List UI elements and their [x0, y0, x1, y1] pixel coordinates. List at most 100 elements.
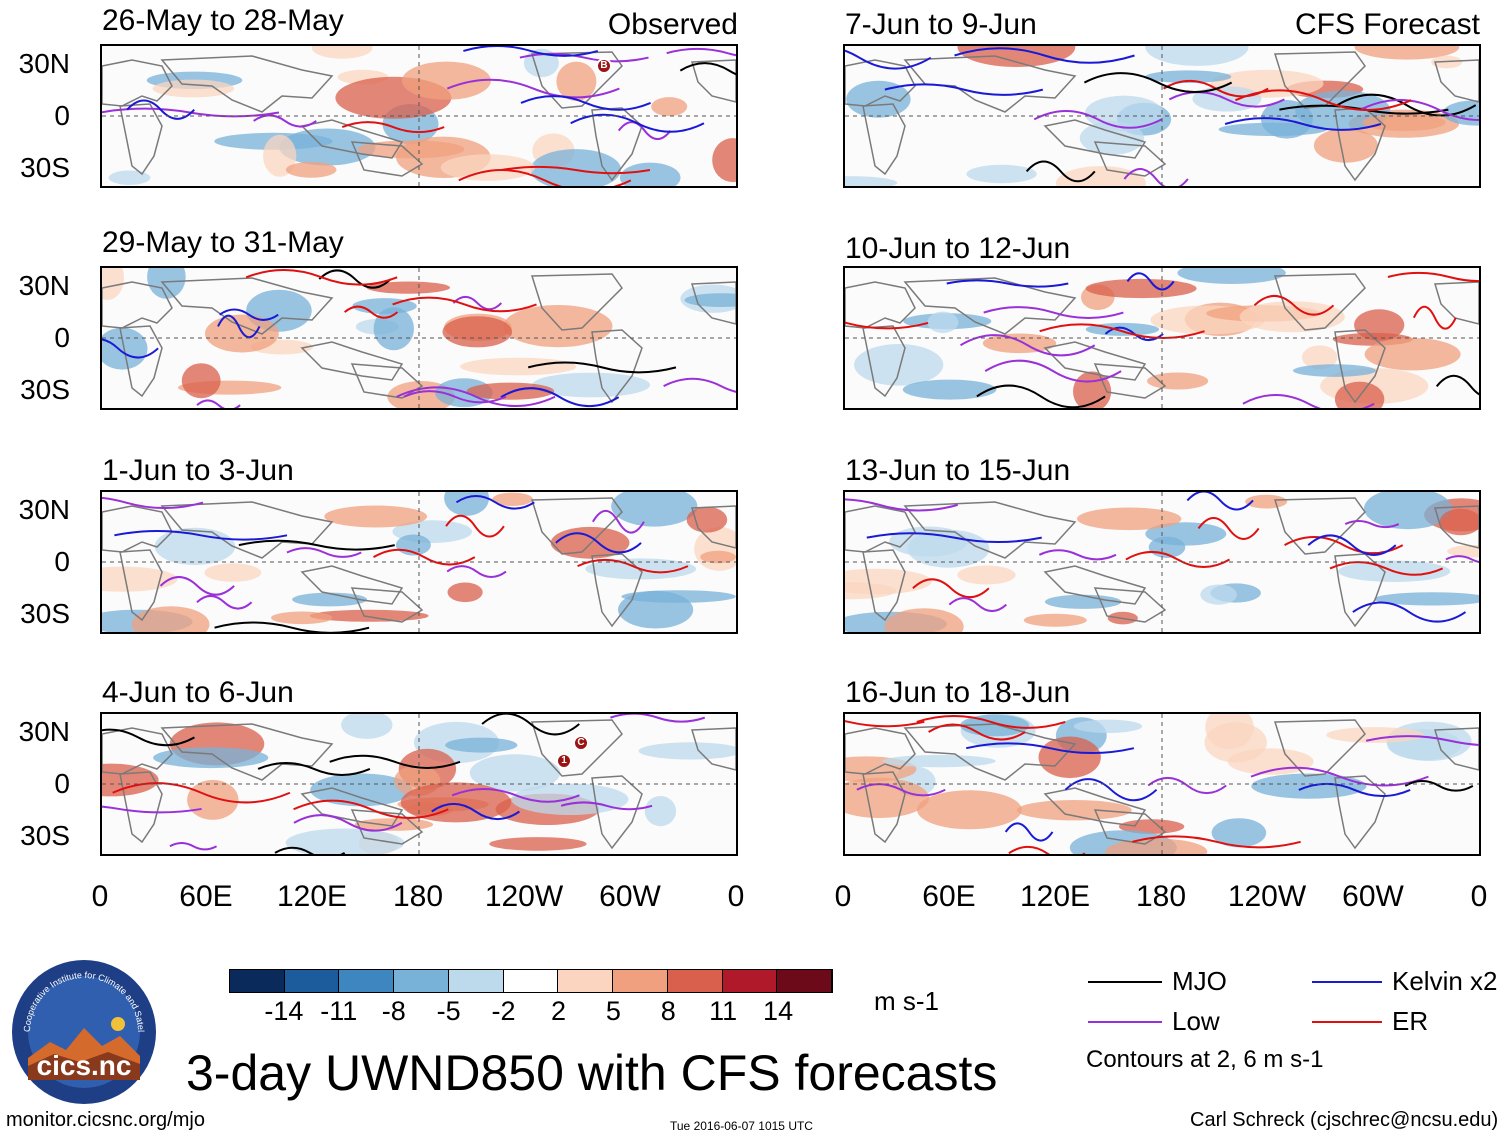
anomaly-shading	[927, 311, 959, 333]
anomaly-shading	[1364, 338, 1461, 371]
wave-contour	[169, 842, 218, 851]
coastline	[1334, 329, 1386, 404]
coastline	[1434, 281, 1479, 325]
wave-contour	[481, 714, 580, 736]
wave-contour	[102, 496, 204, 509]
wave-contour	[856, 783, 946, 797]
coastline	[1043, 341, 1147, 381]
anomaly-shading	[1439, 508, 1479, 536]
coastline	[530, 273, 623, 331]
anomaly-shading	[444, 492, 490, 516]
anomaly-shading	[492, 492, 533, 506]
anomaly-shading	[204, 563, 262, 582]
storm-marker-1: 1	[556, 753, 572, 769]
coastline	[102, 505, 173, 553]
anomaly-shading	[1447, 545, 1479, 558]
wave-contour	[1125, 550, 1231, 569]
wave-contour	[446, 565, 507, 578]
wave-contour	[866, 532, 1042, 544]
wave-contour	[577, 558, 689, 574]
lon-label-120w-forecast: 120W	[1227, 880, 1307, 913]
coastline	[845, 59, 916, 107]
panel-title-obs-2: 29-May to 31-May	[102, 226, 344, 259]
panel-title-obs-3: 1-Jun to 3-Jun	[102, 454, 294, 487]
lon-label-0-forecast: 0	[834, 880, 852, 913]
lat-label-0-row4: 0	[54, 768, 70, 799]
wave-contour	[1168, 91, 1285, 108]
coastline	[1093, 141, 1167, 177]
coastline	[862, 771, 906, 844]
wave-contour	[102, 338, 159, 359]
anomaly-shading	[108, 170, 151, 185]
anomaly-shading	[310, 773, 413, 807]
anomaly-shading	[147, 268, 186, 299]
wave-contour	[274, 846, 346, 854]
anomaly-shading	[917, 790, 1022, 830]
panel-title-fc-3: 13-Jun to 15-Jun	[845, 454, 1071, 487]
wave-contour	[392, 296, 537, 313]
footer-website[interactable]: monitor.cicsnc.org/mjo	[6, 1109, 205, 1131]
coastline	[845, 505, 916, 553]
wave-contour	[341, 121, 445, 134]
colorbar-tick-label: 8	[660, 996, 676, 1026]
coastline	[350, 363, 424, 399]
anomaly-shading	[1200, 584, 1237, 605]
colorbar-cell	[722, 970, 778, 992]
wave-contour	[1025, 160, 1096, 183]
anomaly-shading	[1354, 46, 1460, 60]
coastline	[1434, 505, 1479, 549]
anomaly-shading	[1364, 492, 1452, 530]
colorbar-cell	[394, 970, 449, 992]
coastline	[350, 141, 424, 177]
anomaly-shading	[442, 316, 513, 348]
wave-contour	[1329, 561, 1444, 576]
anomaly-shading	[1313, 128, 1378, 163]
wave-contour	[452, 295, 503, 311]
map-panel-fc-2	[843, 266, 1481, 410]
colorbar-cell	[613, 970, 668, 992]
wave-contour	[1435, 374, 1479, 396]
anomaly-shading	[341, 714, 393, 739]
legend-kelvin-line	[1312, 981, 1382, 983]
lon-label-60w-observed: 60W	[599, 880, 661, 913]
wave-contour	[451, 788, 580, 803]
wave-contour	[1224, 117, 1382, 131]
wave-contour	[976, 384, 1106, 408]
wave-contour	[159, 576, 235, 596]
wave-contour	[238, 539, 395, 551]
wave-contour	[519, 52, 649, 63]
colorbar-tick-label: -2	[491, 996, 516, 1026]
anomaly-shading	[700, 550, 736, 564]
coastline	[845, 281, 916, 329]
coastline	[530, 719, 623, 777]
lat-label-30s-row4: 30S	[20, 820, 70, 851]
anomaly-shading	[1044, 594, 1122, 609]
anomaly-shading	[311, 46, 373, 59]
wave-contour	[1004, 822, 1054, 842]
anomaly-shading	[440, 154, 535, 181]
wave-contour	[257, 761, 371, 776]
coastline	[1434, 59, 1479, 103]
colorbar-cell	[339, 970, 395, 992]
lon-label-0-observed: 0	[727, 880, 745, 913]
colorbar-cell	[448, 970, 504, 992]
coastline	[102, 281, 173, 329]
panel-title-obs-4: 4-Jun to 6-Jun	[102, 676, 294, 709]
coastline	[591, 553, 643, 628]
wave-contour	[1038, 549, 1117, 561]
anomaly-shading	[1147, 372, 1209, 390]
anomaly-shading	[131, 606, 210, 632]
wave-contour	[1123, 168, 1189, 186]
wave-contour	[948, 597, 1007, 613]
anomaly-shading	[102, 566, 178, 592]
colorbar-tick-label: 11	[709, 996, 738, 1026]
wave-contour	[501, 165, 651, 175]
colorbar-tick-label: -14	[264, 996, 304, 1026]
anomaly-shading	[638, 742, 736, 760]
anomaly-shading	[152, 79, 234, 98]
wave-contour	[329, 754, 461, 769]
wave-contour	[1242, 394, 1375, 408]
coastline	[160, 501, 334, 559]
wave-contour	[1147, 776, 1227, 795]
lat-label-30n-row2: 30N	[18, 270, 70, 301]
